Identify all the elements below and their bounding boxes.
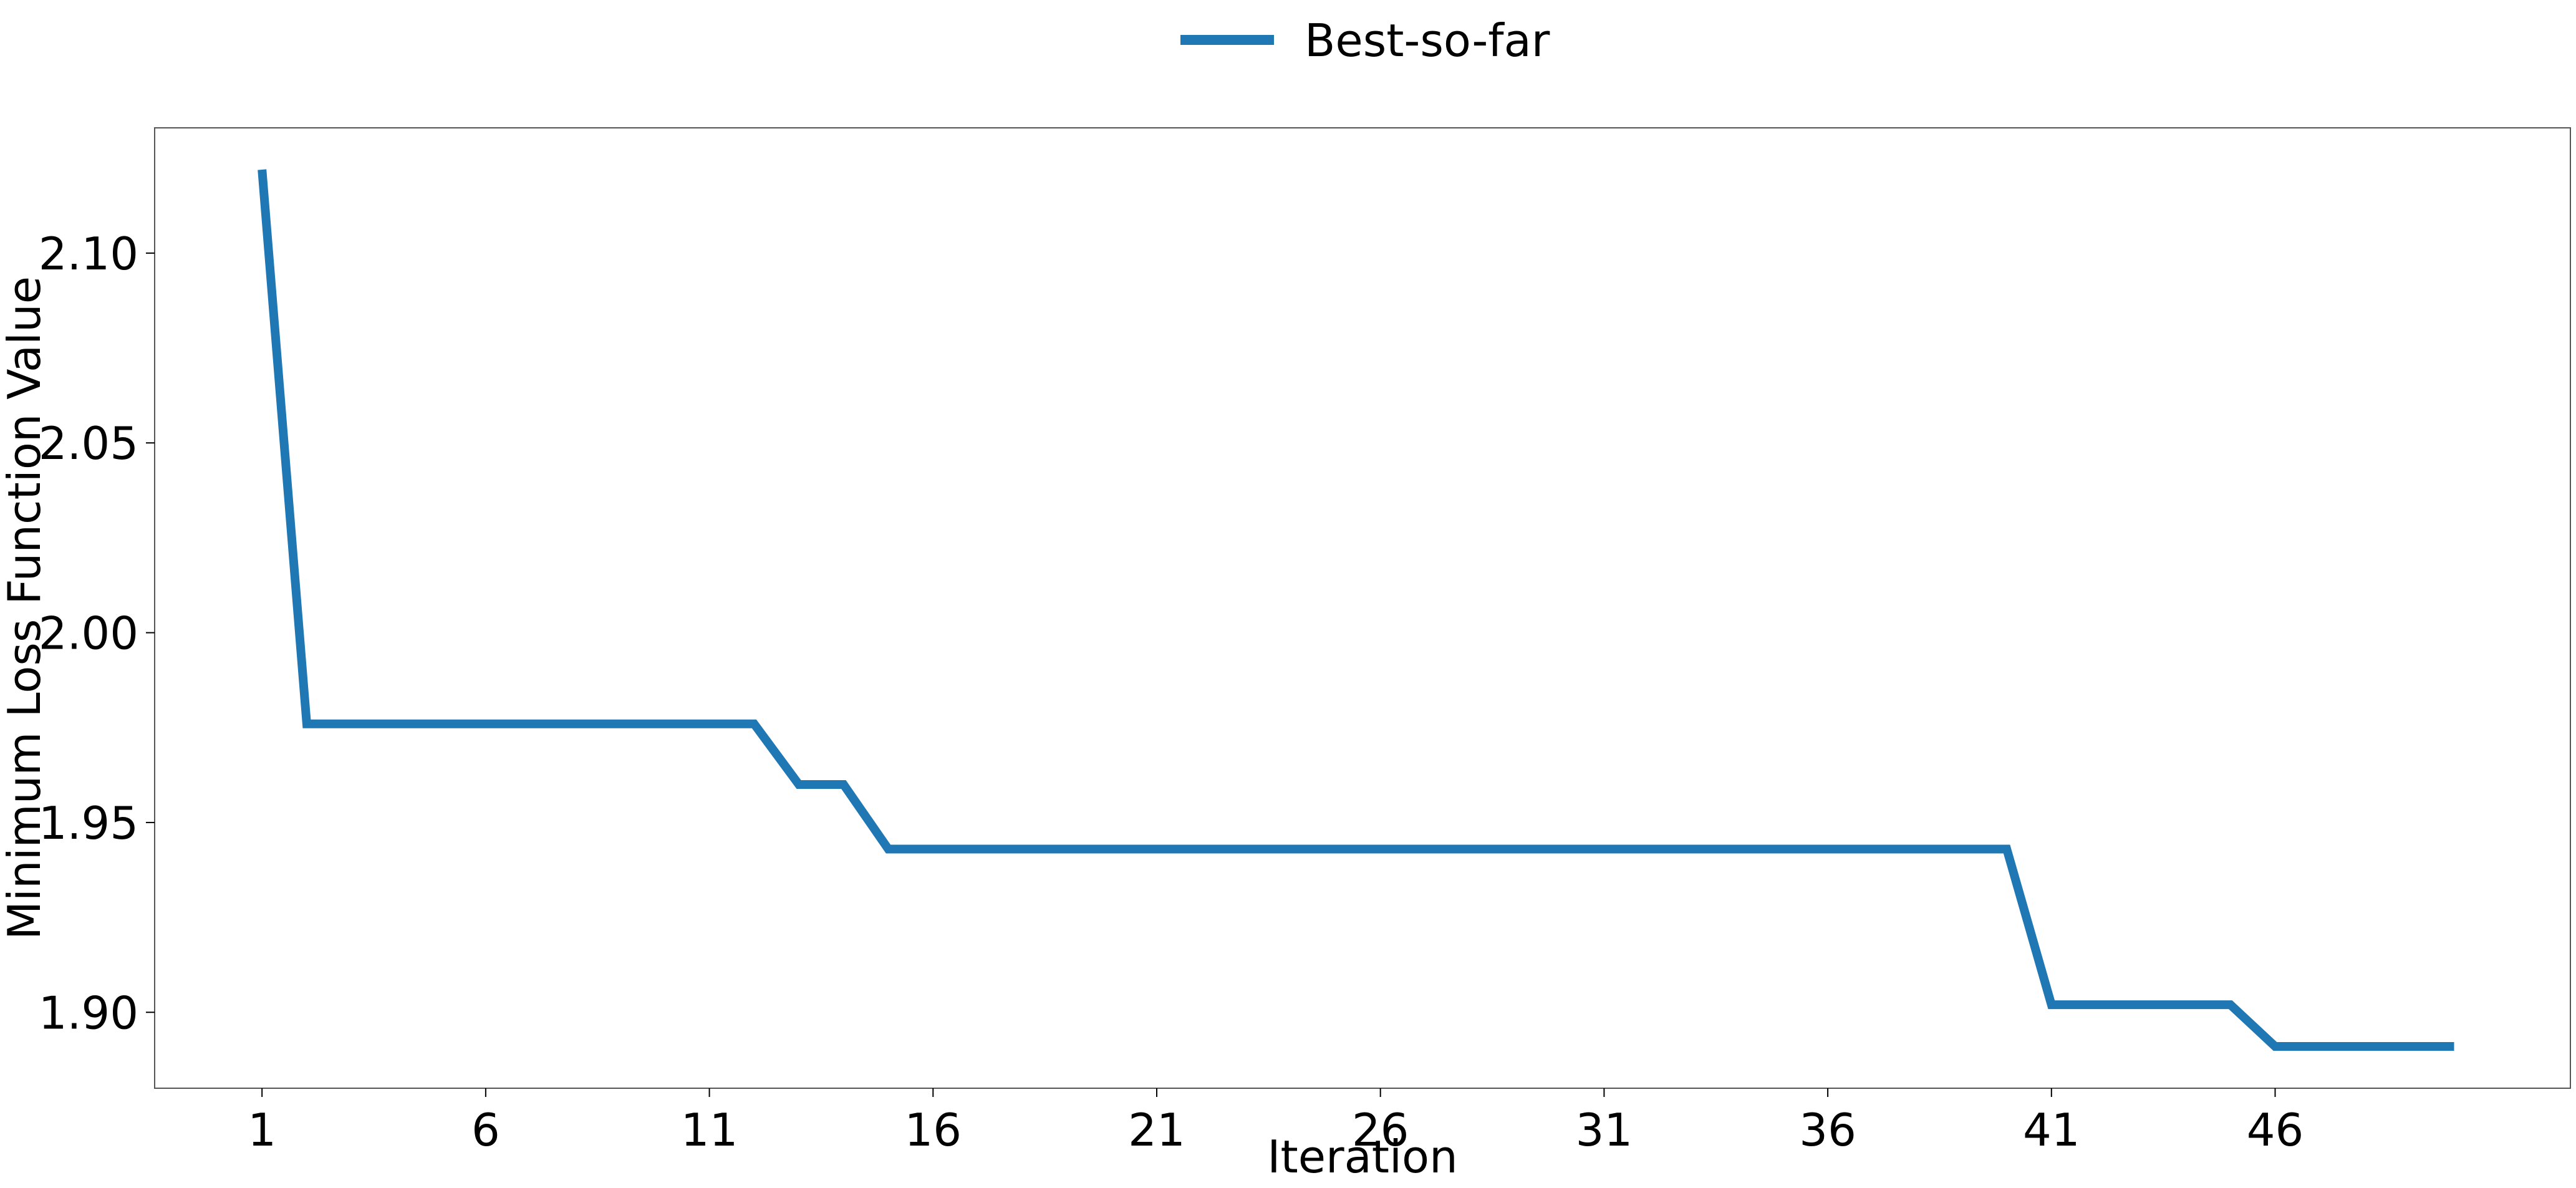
x-axis: 1 6 11 16 21 26 31 36 41 46 [248, 1088, 2303, 1156]
y-axis: 1.90 1.95 2.00 2.05 2.10 [39, 228, 155, 1039]
series-group [258, 169, 2454, 1051]
x-tick-label: 6 [471, 1104, 500, 1156]
x-tick-label: 31 [1576, 1104, 1633, 1156]
x-tick-label: 11 [681, 1104, 738, 1156]
x-tick-label: 21 [1128, 1104, 1185, 1156]
series-line-best-so-far [258, 169, 2454, 1051]
legend-label-best-so-far: Best-so-far [1305, 14, 1550, 67]
y-tick-label: 2.10 [39, 228, 138, 280]
x-tick-label: 16 [904, 1104, 962, 1156]
x-axis-title: Iteration [1267, 1131, 1457, 1183]
x-tick-label: 41 [2023, 1104, 2080, 1156]
y-tick-label: 1.95 [39, 797, 138, 849]
x-tick-label: 46 [2247, 1104, 2304, 1156]
x-tick-label: 1 [248, 1104, 276, 1156]
x-tick-label: 26 [1352, 1104, 1409, 1156]
plot-area-frame [154, 127, 2571, 1089]
y-tick-label: 1.90 [39, 987, 138, 1039]
y-tick-label: 2.00 [39, 607, 138, 660]
y-tick-label: 2.05 [39, 417, 138, 470]
x-tick-label: 36 [1799, 1104, 1856, 1156]
legend: Best-so-far [1180, 14, 1550, 67]
y-axis-title: Minimum Loss Function Value [0, 276, 51, 940]
